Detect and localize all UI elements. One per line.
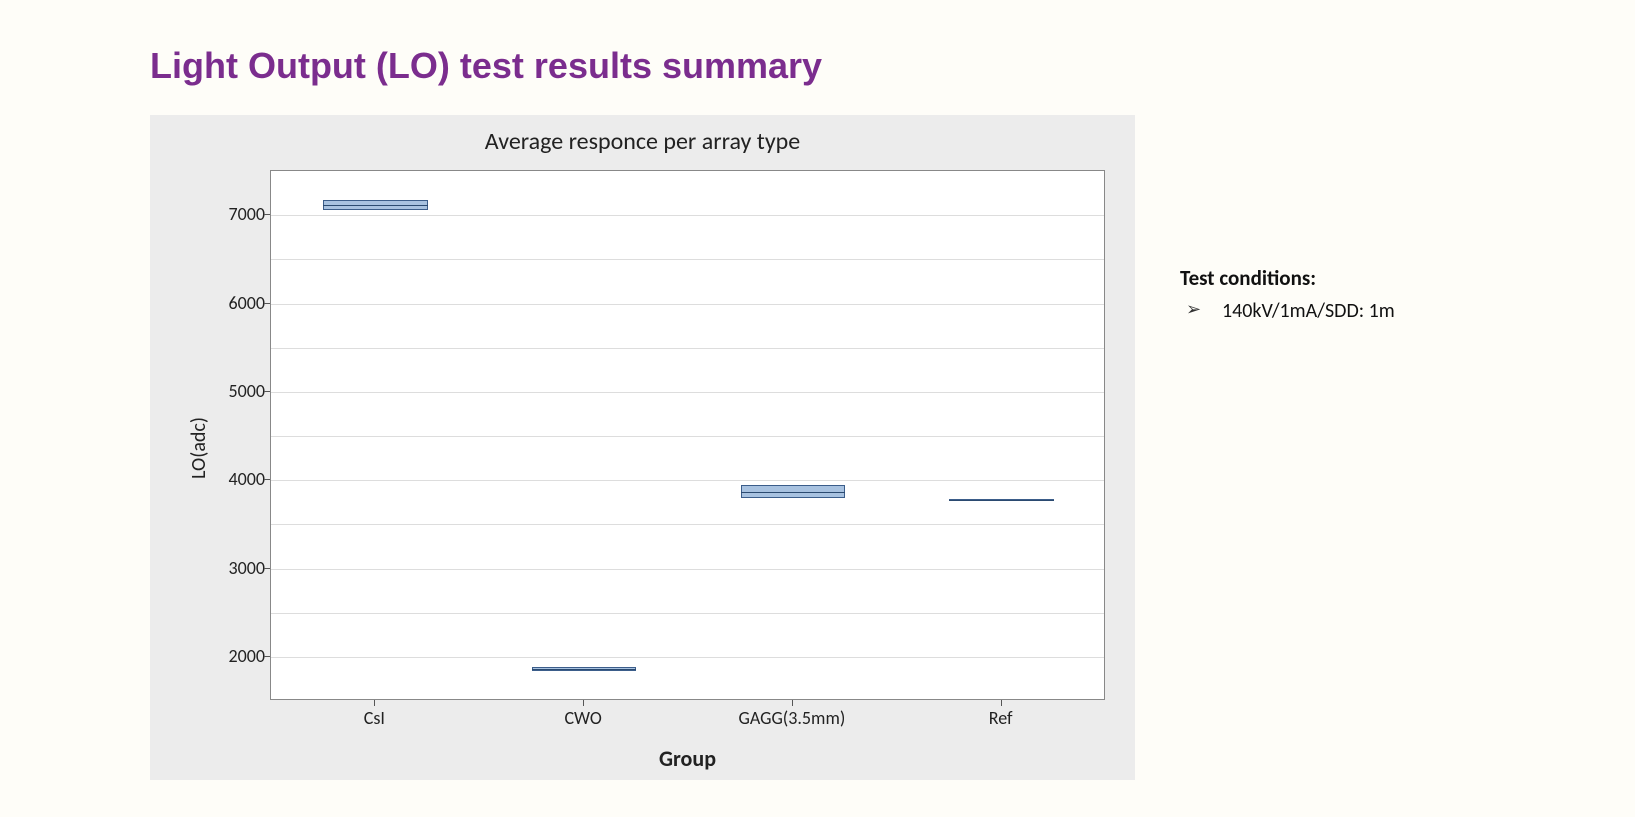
x-tick-mark bbox=[374, 700, 375, 706]
boxplot-median bbox=[532, 669, 636, 670]
gridline bbox=[271, 215, 1104, 216]
boxplot-median bbox=[323, 205, 427, 206]
gridline bbox=[271, 613, 1104, 614]
x-tick-label: CWO bbox=[564, 707, 601, 729]
chart-title: Average responce per array type bbox=[150, 127, 1135, 156]
gridline bbox=[271, 524, 1104, 525]
boxplot-median bbox=[949, 500, 1053, 501]
x-tick-label: Ref bbox=[989, 707, 1013, 729]
x-tick-label: CsI bbox=[364, 707, 385, 729]
y-tick-mark bbox=[264, 568, 270, 569]
y-tick-mark bbox=[264, 303, 270, 304]
chart-panel: Average responce per array type LO(adc) … bbox=[150, 115, 1135, 780]
y-tick-label: 5000 bbox=[205, 380, 265, 402]
y-tick-mark bbox=[264, 479, 270, 480]
plot-area bbox=[270, 170, 1105, 700]
gridline bbox=[271, 259, 1104, 260]
conditions-panel: Test conditions: 140kV/1mA/SDD: 1m bbox=[1180, 265, 1600, 325]
gridline bbox=[271, 348, 1104, 349]
y-tick-label: 3000 bbox=[205, 557, 265, 579]
gridline bbox=[271, 480, 1104, 481]
y-tick-label: 4000 bbox=[205, 468, 265, 490]
y-tick-label: 7000 bbox=[205, 203, 265, 225]
conditions-list: 140kV/1mA/SDD: 1m bbox=[1180, 297, 1600, 325]
boxplot-median bbox=[741, 492, 845, 493]
conditions-item: 140kV/1mA/SDD: 1m bbox=[1180, 297, 1600, 325]
slide-root: Light Output (LO) test results summary A… bbox=[0, 0, 1635, 817]
gridline bbox=[271, 436, 1104, 437]
x-tick-mark bbox=[1001, 700, 1002, 706]
y-tick-mark bbox=[264, 656, 270, 657]
conditions-title: Test conditions: bbox=[1180, 265, 1600, 291]
x-tick-mark bbox=[583, 700, 584, 706]
y-tick-mark bbox=[264, 214, 270, 215]
x-tick-mark bbox=[792, 700, 793, 706]
y-tick-label: 6000 bbox=[205, 292, 265, 314]
slide-title: Light Output (LO) test results summary bbox=[150, 45, 822, 87]
y-tick-mark bbox=[264, 391, 270, 392]
gridline bbox=[271, 304, 1104, 305]
x-tick-label: GAGG(3.5mm) bbox=[738, 707, 845, 729]
y-tick-label: 2000 bbox=[205, 645, 265, 667]
x-axis-label: Group bbox=[270, 745, 1105, 772]
gridline bbox=[271, 569, 1104, 570]
gridline bbox=[271, 392, 1104, 393]
gridline bbox=[271, 657, 1104, 658]
